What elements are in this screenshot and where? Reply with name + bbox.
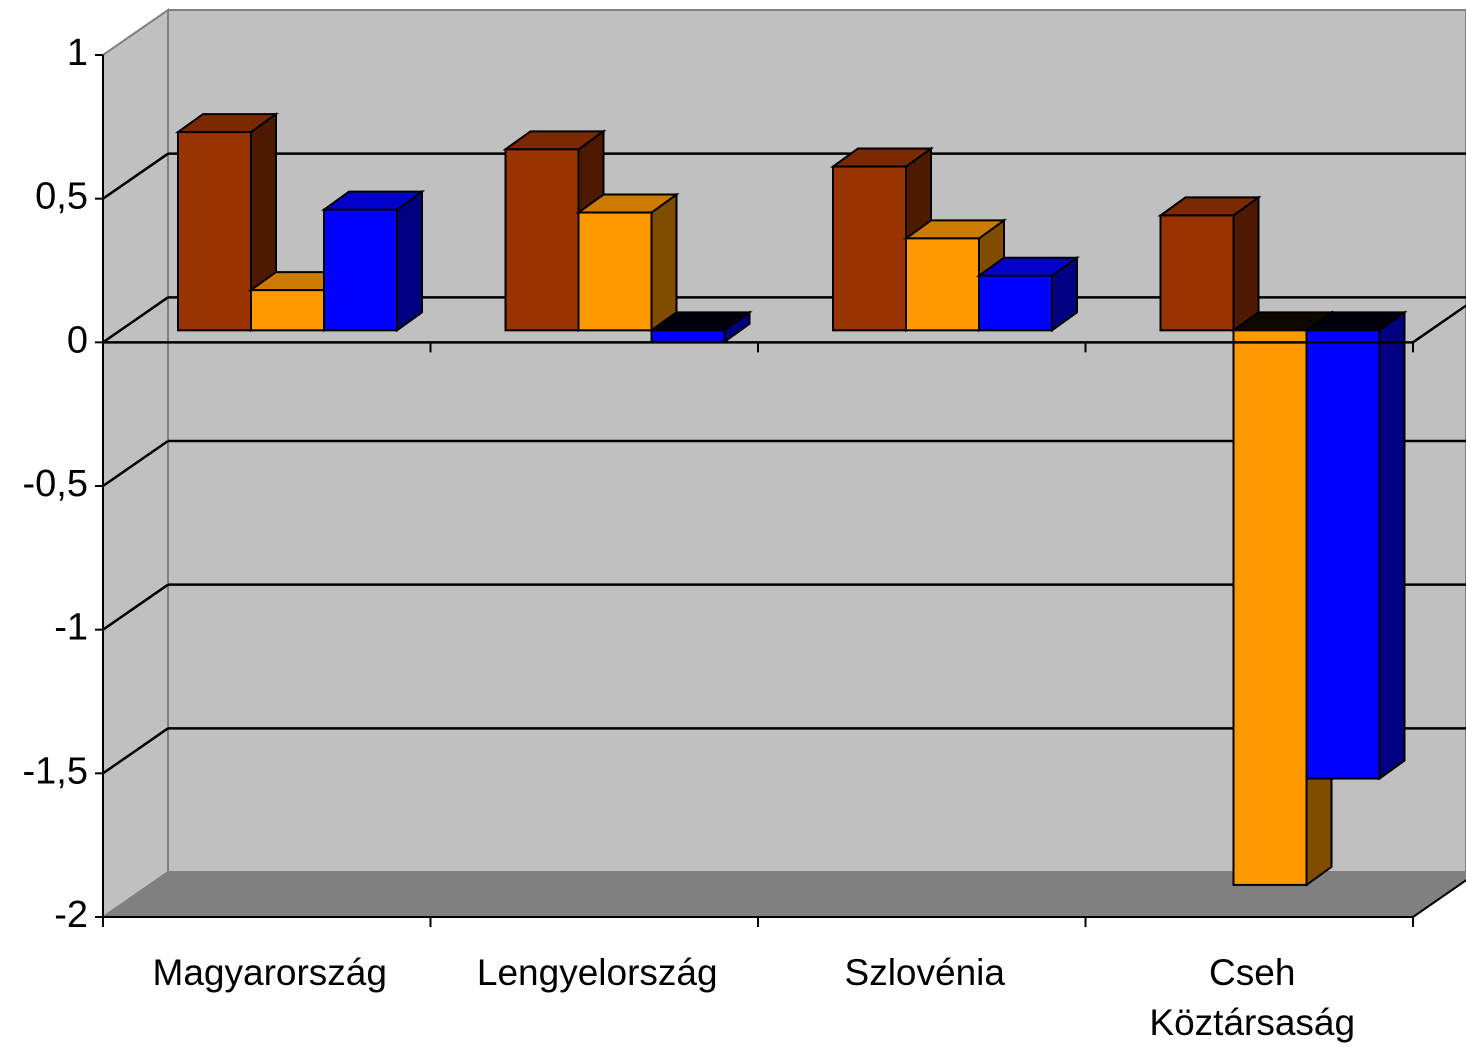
bar-front [1305, 329, 1381, 780]
x-axis-back [1412, 304, 1466, 344]
floor-edge [1412, 879, 1466, 918]
y-tick-label: 0,5 [35, 176, 88, 218]
grid-line [102, 296, 169, 344]
bar-side [650, 192, 678, 333]
bar-front [1159, 214, 1235, 332]
y-tick-label: -1 [54, 607, 88, 649]
bar-front [905, 237, 980, 332]
bar-front [978, 274, 1053, 332]
y-tick-label: 1 [67, 32, 88, 74]
x-tick-label: Magyarország [152, 952, 387, 993]
y-tick-label: -2 [54, 894, 88, 936]
bar-side [1378, 310, 1406, 781]
x-tick-label: Szlovénia [844, 952, 1005, 993]
bar-side [396, 189, 423, 333]
bar [1303, 310, 1408, 781]
bar-front [177, 131, 252, 332]
bar-side [1232, 195, 1260, 333]
grid-line [102, 439, 169, 488]
bar-front [504, 148, 580, 332]
grid-line [102, 727, 169, 775]
bar-front [650, 329, 726, 343]
bar [320, 189, 426, 333]
bar [902, 218, 1008, 333]
grid-line [102, 583, 169, 631]
bar [648, 310, 753, 344]
x-tick-label: Lengyelország [476, 952, 718, 993]
y-tick-label: -0,5 [23, 463, 88, 505]
bar-front [323, 208, 398, 332]
bar [575, 192, 680, 333]
bar [1157, 195, 1262, 333]
bar-front [577, 211, 653, 332]
bar [975, 255, 1081, 333]
bar-front [1232, 329, 1308, 886]
x-tick-label: Cseh Köztársaság [1149, 952, 1356, 1043]
y-tick-label: 0 [67, 319, 88, 361]
floor [103, 872, 1466, 917]
bar-front [832, 165, 907, 332]
y-tick-label: -1,5 [23, 750, 88, 792]
grid-line [102, 152, 169, 200]
bar-front [250, 289, 325, 332]
